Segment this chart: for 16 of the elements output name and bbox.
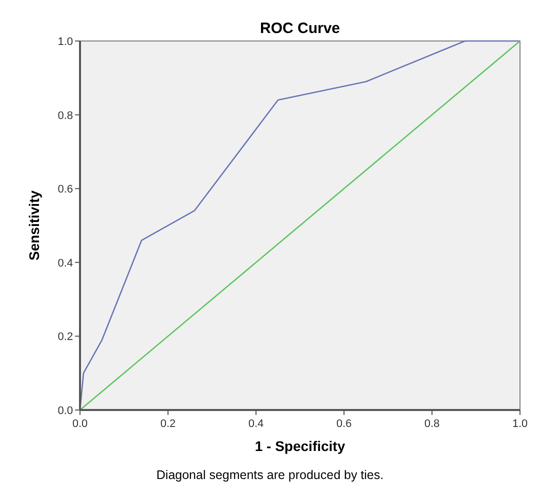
- y-axis-title: Sensitivity: [26, 190, 42, 261]
- x-tick-label: 0.0: [72, 418, 88, 430]
- x-tick-label: 0.4: [248, 418, 264, 430]
- x-tick-label: 0.6: [336, 418, 352, 430]
- x-axis-title: 1 - Specificity: [254, 438, 346, 454]
- y-tick-label: 0.2: [58, 331, 73, 344]
- x-tick-label: 0.2: [160, 418, 176, 430]
- y-tick-label: 0.8: [58, 110, 73, 122]
- y-tick-label: 0.0: [58, 405, 73, 417]
- text: Diagonal segments are produced by ties.: [156, 468, 384, 482]
- x-tick-label: 0.8: [424, 418, 440, 430]
- x-tick-label: 1.0: [512, 418, 528, 430]
- y-tick-label: 0.6: [58, 184, 73, 196]
- chart-title: ROC Curve: [260, 20, 340, 37]
- y-tick-label: 0.4: [58, 257, 73, 270]
- y-tick-label: 1.0: [58, 36, 73, 48]
